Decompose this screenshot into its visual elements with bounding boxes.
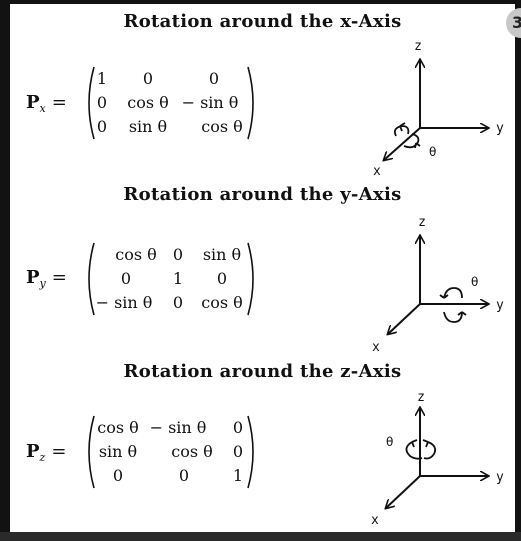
matrix-cell: 0 bbox=[172, 293, 184, 312]
matrix-cell: 0 bbox=[232, 418, 244, 437]
matrix-cell: cos θ bbox=[171, 442, 213, 461]
matrix-y: cos θ 0 sin θ 0 1 0 − sin θ 0 cos θ bbox=[82, 241, 262, 317]
matrix-cell: cos θ bbox=[127, 93, 169, 112]
matrix-name-x: P bbox=[26, 92, 40, 113]
x-axis-arrow bbox=[386, 475, 421, 508]
theta-label: θ bbox=[471, 275, 478, 289]
matrix-cell: 0 bbox=[232, 442, 244, 461]
matrix-cell: 0 bbox=[208, 69, 220, 88]
matrix-cell: 1 bbox=[96, 69, 108, 88]
left-paren-x bbox=[88, 66, 95, 140]
matrix-cell: − sin θ bbox=[181, 93, 239, 112]
matrix-cell: cos θ bbox=[201, 293, 243, 312]
matrix-cell: 0 bbox=[172, 245, 184, 264]
window-frame-top bbox=[0, 0, 521, 4]
matrix-cell: 0 bbox=[112, 466, 124, 485]
matrix-cell: cos θ bbox=[201, 117, 243, 136]
y-axis-label: y bbox=[496, 298, 504, 313]
matrix-cell: 0 bbox=[96, 93, 108, 112]
y-axis-label: y bbox=[496, 470, 504, 485]
window-frame-bottom bbox=[0, 532, 521, 541]
axis-diagram-z: z y x θ bbox=[371, 390, 504, 528]
matrix-name-z: P bbox=[26, 441, 40, 462]
matrix-cell: cos θ bbox=[97, 418, 139, 437]
matrix-label-z: Pz = bbox=[26, 441, 66, 464]
right-paren-x bbox=[247, 66, 254, 140]
matrix-subscript-y: y bbox=[39, 277, 46, 290]
z-axis-label: z bbox=[417, 390, 425, 405]
rotation-arrow-icon bbox=[405, 439, 437, 460]
right-paren-y bbox=[247, 242, 254, 316]
z-axis-label: z bbox=[418, 215, 426, 230]
equals-sign-z: = bbox=[51, 441, 67, 462]
matrix-cell: 1 bbox=[232, 466, 244, 485]
equals-sign-y: = bbox=[51, 267, 67, 288]
matrix-label-y: Py = bbox=[26, 267, 67, 290]
matrix-cell: − sin θ bbox=[149, 418, 207, 437]
matrix-subscript-x: x bbox=[39, 102, 46, 115]
corner-overlay-button[interactable]: 3 bbox=[506, 8, 521, 38]
y-axis-label: y bbox=[496, 121, 504, 136]
right-paren-z bbox=[247, 415, 254, 489]
matrix-label-x: Px = bbox=[26, 92, 67, 115]
section-title-y: Rotation around the y-Axis bbox=[123, 184, 402, 205]
z-axis-label: z bbox=[414, 39, 422, 54]
matrix-name-y: P bbox=[26, 267, 40, 288]
window-frame-right bbox=[515, 0, 521, 541]
matrix-z: cos θ − sin θ 0 sin θ cos θ 0 0 0 1 bbox=[82, 414, 262, 490]
x-axis-label: x bbox=[371, 513, 379, 528]
matrix-subscript-z: z bbox=[39, 451, 46, 464]
rotation-arrow-icon bbox=[439, 287, 467, 323]
matrix-cell: 0 bbox=[178, 466, 190, 485]
section-title-z: Rotation around the z-Axis bbox=[123, 361, 402, 382]
x-axis-label: x bbox=[372, 340, 380, 355]
matrix-cell: 0 bbox=[142, 69, 154, 88]
x-axis-arrow bbox=[384, 127, 421, 160]
matrix-x: 1 0 0 0 cos θ − sin θ 0 sin θ cos θ bbox=[82, 65, 262, 141]
x-axis-arrow bbox=[388, 303, 421, 334]
matrix-cell: cos θ bbox=[115, 245, 157, 264]
axis-diagram-x: z y x θ bbox=[373, 39, 504, 179]
rotation-arrow-icon bbox=[393, 122, 421, 149]
section-title-x: Rotation around the x-Axis bbox=[123, 11, 402, 32]
left-paren-y bbox=[88, 242, 95, 316]
axis-diagram-y: z y x θ bbox=[372, 215, 504, 355]
matrix-cell: sin θ bbox=[128, 117, 168, 136]
theta-label: θ bbox=[386, 435, 393, 449]
left-paren-z bbox=[88, 415, 95, 489]
matrix-cell: sin θ bbox=[202, 245, 242, 264]
matrix-cell: 0 bbox=[120, 269, 132, 288]
matrix-cell: − sin θ bbox=[95, 293, 153, 312]
theta-label: θ bbox=[429, 145, 436, 159]
corner-overlay-glyph: 3 bbox=[512, 13, 521, 32]
x-axis-label: x bbox=[373, 164, 381, 179]
matrix-cell: 0 bbox=[96, 117, 108, 136]
matrix-cell: 0 bbox=[216, 269, 228, 288]
window-frame-left bbox=[0, 0, 10, 541]
equals-sign-x: = bbox=[51, 92, 67, 113]
matrix-cell: sin θ bbox=[98, 442, 138, 461]
matrix-cell: 1 bbox=[172, 269, 184, 288]
